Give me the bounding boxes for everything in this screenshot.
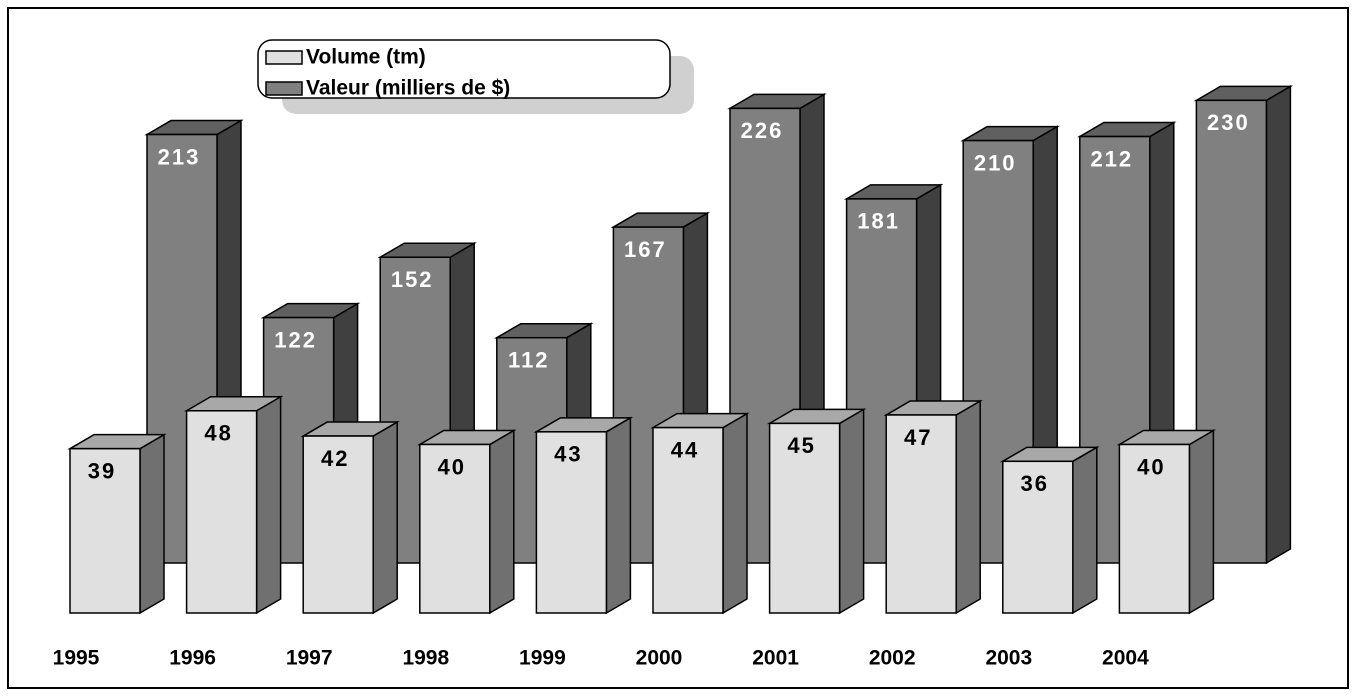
value-label: 213 <box>158 144 201 169</box>
value-label: 226 <box>741 118 784 143</box>
legend-swatch <box>265 81 303 96</box>
bar-side <box>1265 85 1292 565</box>
legend-swatch <box>265 50 303 65</box>
legend-box <box>257 39 671 99</box>
value-label: 48 <box>204 421 232 446</box>
x-tick-label: 1999 <box>519 647 566 670</box>
bar <box>885 414 957 614</box>
bar <box>185 410 258 614</box>
legend-label: Valeur (milliers de $) <box>306 77 510 100</box>
bar-side <box>605 416 632 615</box>
bar-side <box>1072 446 1098 615</box>
value-label: 212 <box>1090 146 1133 171</box>
bar-side <box>955 399 981 615</box>
x-tick-label: 2003 <box>985 647 1032 670</box>
legend: Volume (tm) Valeur (milliers de $) <box>257 39 694 114</box>
x-tick-label: 1998 <box>402 647 449 670</box>
value-label: 230 <box>1207 110 1250 135</box>
value-label: 43 <box>554 442 582 467</box>
legend-label: Volume (tm) <box>306 46 426 69</box>
value-label: 45 <box>787 433 815 458</box>
x-tick-label: 1995 <box>53 647 100 670</box>
bar <box>302 435 374 614</box>
value-label: 122 <box>274 327 317 352</box>
value-label: 112 <box>508 348 550 373</box>
bar-side <box>372 420 398 615</box>
bar <box>768 422 841 614</box>
value-label: 42 <box>321 446 349 471</box>
bars: 213 122 152 112 167 226 181 210 212 230 39 48 42 40 43… <box>67 85 1294 615</box>
value-label: 210 <box>974 150 1017 175</box>
bar <box>652 426 724 614</box>
bar <box>535 431 608 614</box>
bar-side <box>1188 429 1215 615</box>
value-label: 44 <box>671 437 699 462</box>
bar-side <box>139 433 165 615</box>
value-label: 181 <box>857 209 900 234</box>
value-label: 36 <box>1021 471 1049 496</box>
x-tick-label: 1997 <box>286 647 333 670</box>
bar-side <box>489 429 515 615</box>
x-tick-label: 2000 <box>636 647 683 670</box>
bar-side <box>838 408 865 615</box>
x-tick-label: 2001 <box>752 647 799 670</box>
x-tick-label: 1996 <box>169 647 216 670</box>
bar-side <box>722 412 748 615</box>
bar <box>1118 443 1191 614</box>
bar <box>1002 460 1074 614</box>
bar <box>69 447 141 614</box>
value-label: 152 <box>391 267 434 292</box>
x-tick-label: 2004 <box>1102 647 1149 670</box>
bar <box>419 443 491 614</box>
x-tick-label: 2002 <box>869 647 916 670</box>
value-label: 40 <box>438 454 466 479</box>
value-label: 47 <box>904 425 932 450</box>
bar-side <box>255 395 282 615</box>
value-label: 39 <box>88 458 116 483</box>
value-label: 40 <box>1137 454 1165 479</box>
value-label: 167 <box>624 237 667 262</box>
